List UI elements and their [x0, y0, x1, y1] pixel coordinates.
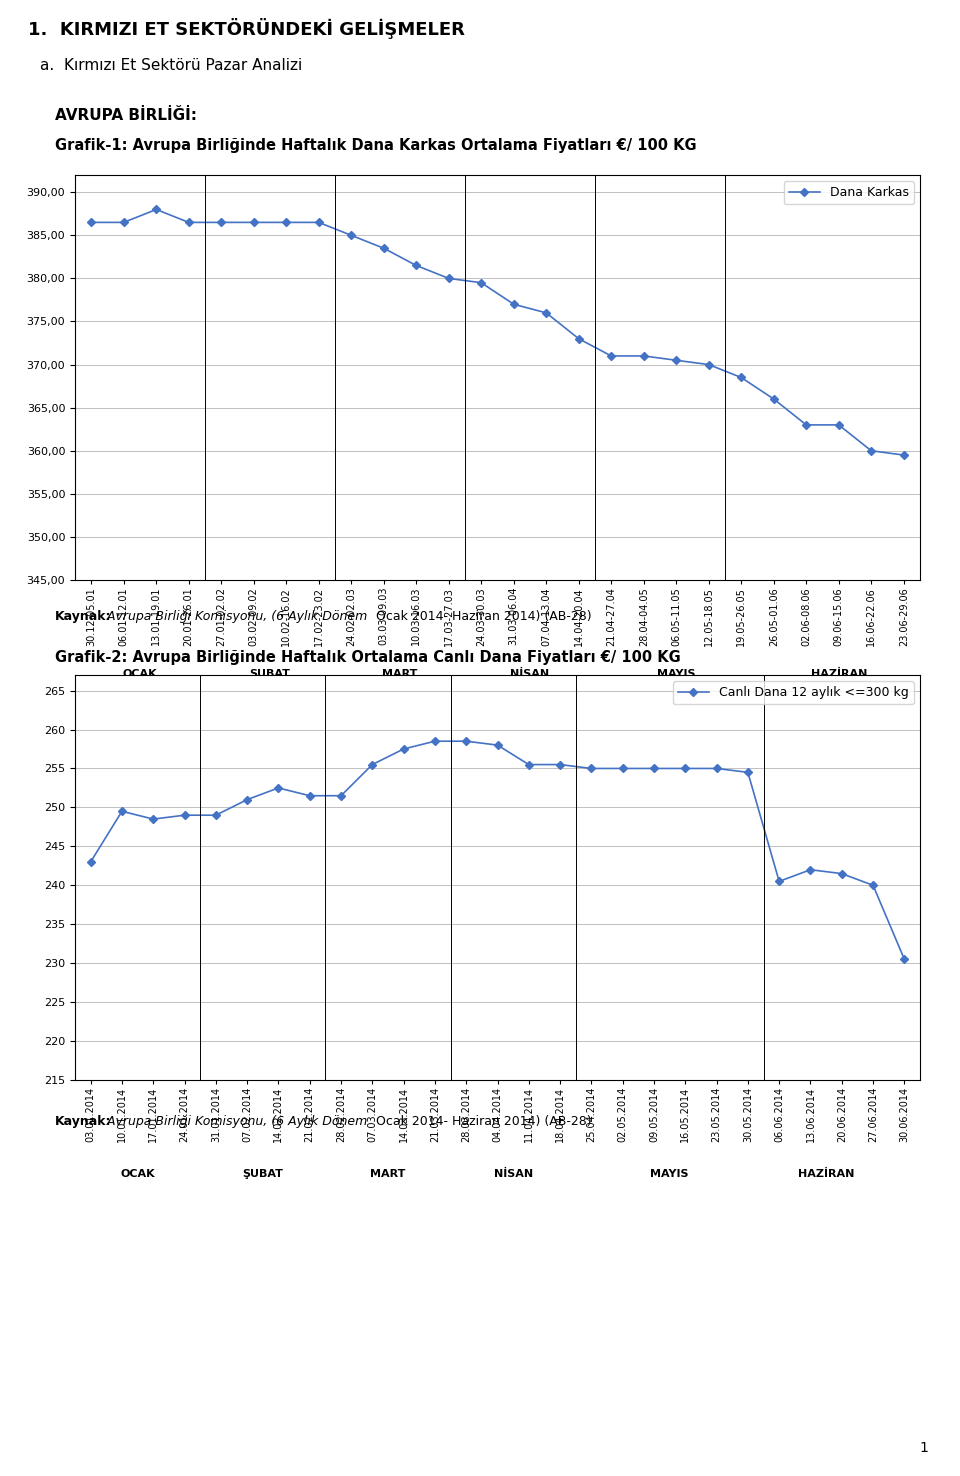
Dana Karkas: [118, 214, 130, 232]
Dana Karkas: [638, 347, 650, 365]
Canlı Dana 12 aylık <=300 kg: [210, 806, 222, 824]
Text: Ocak 2014- Haziran 2014) (AB-28): Ocak 2014- Haziran 2014) (AB-28): [372, 1114, 591, 1128]
Dana Karkas: [248, 214, 259, 232]
Text: AVRUPA BİRLİĞİ:: AVRUPA BİRLİĞİ:: [55, 108, 197, 123]
Text: Kaynak:: Kaynak:: [55, 610, 111, 623]
Canlı Dana 12 aylık <=300 kg: [84, 853, 96, 871]
Text: Kaynak:: Kaynak:: [55, 1114, 111, 1128]
Canlı Dana 12 aylık <=300 kg: [899, 951, 910, 968]
Text: OCAK: OCAK: [120, 1169, 155, 1179]
Canlı Dana 12 aylık <=300 kg: [742, 763, 754, 781]
Text: 1.  KIRMIZI ET SEKTÖRÜNDEKİ GELİŞMELER: 1. KIRMIZI ET SEKTÖRÜNDEKİ GELİŞMELER: [28, 18, 465, 38]
Canlı Dana 12 aylık <=300 kg: [804, 861, 816, 878]
Canlı Dana 12 aylık <=300 kg: [523, 756, 535, 773]
Text: ŞUBAT: ŞUBAT: [250, 669, 291, 679]
Dana Karkas: [215, 214, 227, 232]
Legend: Canlı Dana 12 aylık <=300 kg: Canlı Dana 12 aylık <=300 kg: [673, 682, 914, 704]
Text: Grafik-2: Avrupa Birliğinde Haftalık Ortalama Canlı Dana Fiyatları €/ 100 KG: Grafik-2: Avrupa Birliğinde Haftalık Ort…: [55, 649, 681, 666]
Dana Karkas: [703, 356, 714, 373]
Text: HAZİRAN: HAZİRAN: [810, 669, 867, 679]
Canlı Dana 12 aylık <=300 kg: [241, 791, 252, 809]
Dana Karkas: [540, 304, 552, 322]
Text: a.  Kırmızı Et Sektörü Pazar Analizi: a. Kırmızı Et Sektörü Pazar Analizi: [40, 58, 302, 72]
Canlı Dana 12 aylık <=300 kg: [774, 872, 785, 890]
Canlı Dana 12 aylık <=300 kg: [304, 787, 316, 804]
Canlı Dana 12 aylık <=300 kg: [554, 756, 565, 773]
Canlı Dana 12 aylık <=300 kg: [710, 760, 722, 778]
Canlı Dana 12 aylık <=300 kg: [273, 779, 284, 797]
Text: MART: MART: [382, 669, 418, 679]
Dana Karkas: [573, 329, 585, 347]
Canlı Dana 12 aylık <=300 kg: [836, 865, 848, 883]
Canlı Dana 12 aylık <=300 kg: [335, 787, 347, 804]
Dana Karkas: [411, 257, 422, 275]
Canlı Dana 12 aylık <=300 kg: [179, 806, 190, 824]
Canlı Dana 12 aylık <=300 kg: [586, 760, 597, 778]
Canlı Dana 12 aylık <=300 kg: [429, 732, 441, 750]
Text: ŞUBAT: ŞUBAT: [242, 1169, 283, 1179]
Dana Karkas: [801, 416, 812, 434]
Text: OCAK: OCAK: [123, 669, 157, 679]
Text: MAYIS: MAYIS: [650, 1169, 689, 1179]
Dana Karkas: [898, 446, 909, 463]
Text: MAYIS: MAYIS: [657, 669, 695, 679]
Dana Karkas: [378, 239, 390, 257]
Line: Canlı Dana 12 aylık <=300 kg: Canlı Dana 12 aylık <=300 kg: [88, 738, 907, 962]
Text: NİSAN: NİSAN: [511, 669, 549, 679]
Dana Karkas: [443, 270, 454, 288]
Canlı Dana 12 aylık <=300 kg: [492, 737, 503, 754]
Text: HAZİRAN: HAZİRAN: [798, 1169, 854, 1179]
Canlı Dana 12 aylık <=300 kg: [116, 803, 128, 821]
Text: Avrupa Birliği Komisyonu, (6 Aylık Dönem: Avrupa Birliği Komisyonu, (6 Aylık Dönem: [103, 610, 368, 623]
Dana Karkas: [866, 441, 877, 459]
Text: Grafik-1: Avrupa Birliğinde Haftalık Dana Karkas Ortalama Fiyatları €/ 100 KG: Grafik-1: Avrupa Birliğinde Haftalık Dan…: [55, 137, 697, 154]
Dana Karkas: [833, 416, 845, 434]
Canlı Dana 12 aylık <=300 kg: [148, 810, 159, 828]
Legend: Dana Karkas: Dana Karkas: [783, 182, 914, 204]
Dana Karkas: [280, 214, 292, 232]
Dana Karkas: [151, 201, 162, 218]
Canlı Dana 12 aylık <=300 kg: [617, 760, 629, 778]
Dana Karkas: [508, 295, 519, 313]
Canlı Dana 12 aylık <=300 kg: [397, 739, 409, 757]
Dana Karkas: [606, 347, 617, 365]
Canlı Dana 12 aylık <=300 kg: [367, 756, 378, 773]
Text: Avrupa Birliği Komisyonu, (6 Aylık Dönem: Avrupa Birliği Komisyonu, (6 Aylık Dönem: [103, 1114, 368, 1128]
Text: Ocak 2014- Haziran 2014) (AB-28): Ocak 2014- Haziran 2014) (AB-28): [372, 610, 591, 623]
Dana Karkas: [735, 369, 747, 387]
Dana Karkas: [183, 214, 195, 232]
Dana Karkas: [670, 351, 682, 369]
Line: Dana Karkas: Dana Karkas: [88, 207, 906, 458]
Text: 1: 1: [919, 1441, 928, 1455]
Dana Karkas: [85, 214, 97, 232]
Dana Karkas: [768, 390, 780, 407]
Dana Karkas: [346, 226, 357, 244]
Canlı Dana 12 aylık <=300 kg: [461, 732, 472, 750]
Dana Karkas: [313, 214, 324, 232]
Text: NİSAN: NİSAN: [493, 1169, 533, 1179]
Text: MART: MART: [371, 1169, 406, 1179]
Canlı Dana 12 aylık <=300 kg: [680, 760, 691, 778]
Dana Karkas: [475, 275, 487, 292]
Canlı Dana 12 aylık <=300 kg: [648, 760, 660, 778]
Canlı Dana 12 aylık <=300 kg: [867, 877, 878, 894]
